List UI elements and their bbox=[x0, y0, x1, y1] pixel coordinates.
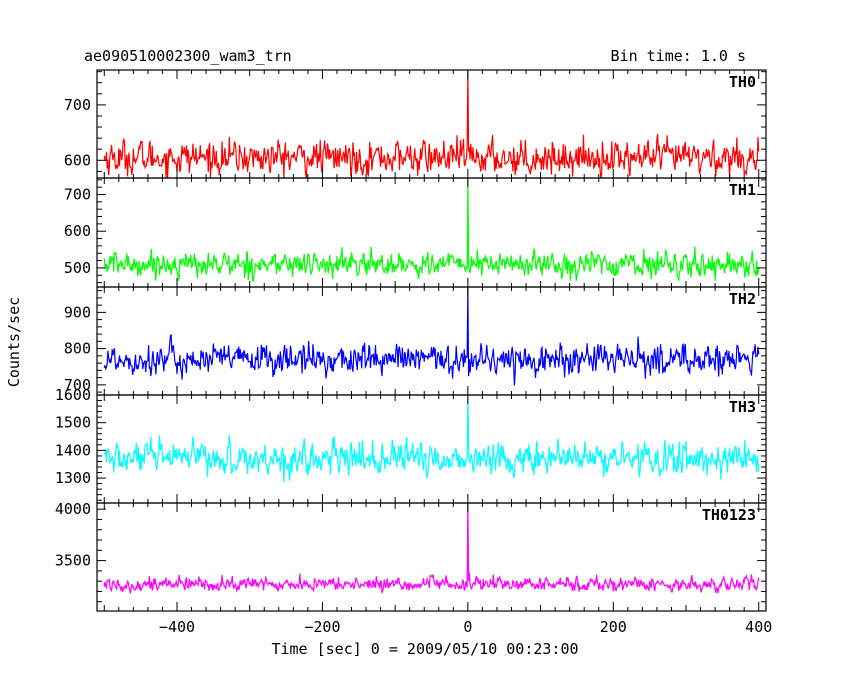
panel-th1: 500 600 700 TH1 bbox=[64, 177, 767, 288]
y-tick-label: 700 bbox=[64, 376, 91, 394]
panel-th2: 700 800 900 TH2 bbox=[64, 286, 767, 396]
panel-frame bbox=[96, 286, 767, 396]
y-tick-label: 1500 bbox=[55, 414, 91, 432]
panel-label-th0123: TH0123 bbox=[702, 506, 756, 524]
x-tick-label: 400 bbox=[745, 618, 772, 636]
y-tick-label: 1600 bbox=[55, 386, 91, 404]
y-tick-label: 900 bbox=[64, 303, 91, 321]
y-tick-label: 500 bbox=[64, 259, 91, 277]
panel-th3: 1300 1400 1500 1600 TH3 bbox=[55, 386, 767, 504]
panel-label-th2: TH2 bbox=[729, 290, 756, 308]
y-tick-label: 1300 bbox=[55, 469, 91, 487]
series-line-th1 bbox=[103, 177, 760, 282]
panels-group: 600 700 TH0 500 600 700 TH1 700 800 900 TH2 1300 140… bbox=[55, 69, 772, 636]
y-tick-label: 700 bbox=[64, 96, 91, 114]
x-tick-label: 0 bbox=[463, 618, 472, 636]
panel-th0123: 3500 4000 TH0123 bbox=[55, 500, 767, 612]
panel-label-th3: TH3 bbox=[729, 398, 756, 416]
y-tick-label: 600 bbox=[64, 151, 91, 169]
x-tick-label: −200 bbox=[304, 618, 340, 636]
y-tick-label: 700 bbox=[64, 186, 91, 204]
chart-title: ae090510002300_wam3_trn bbox=[84, 47, 292, 65]
y-tick-label: 600 bbox=[64, 222, 91, 240]
y-tick-label: 3500 bbox=[55, 552, 91, 570]
x-axis-label: Time [sec] 0 = 2009/05/10 00:23:00 bbox=[271, 640, 578, 658]
panel-frame bbox=[96, 502, 767, 612]
y-tick-label: 1400 bbox=[55, 441, 91, 459]
panel-label-th0: TH0 bbox=[729, 73, 756, 91]
panel-label-th1: TH1 bbox=[729, 181, 756, 199]
y-tick-label: 4000 bbox=[55, 500, 91, 518]
series-line-th0 bbox=[103, 69, 760, 179]
y-axis-label: Counts/sec bbox=[5, 297, 23, 387]
y-tick-label: 800 bbox=[64, 340, 91, 358]
x-tick-label: 200 bbox=[600, 618, 627, 636]
series-line-th2 bbox=[103, 286, 760, 386]
series-line-th0123 bbox=[103, 502, 760, 594]
panel-th0: 600 700 TH0 bbox=[64, 69, 767, 179]
x-tick-label: −400 bbox=[159, 618, 195, 636]
bin-time-label: Bin time: 1.0 s bbox=[611, 47, 746, 65]
series-line-th3 bbox=[103, 394, 760, 483]
